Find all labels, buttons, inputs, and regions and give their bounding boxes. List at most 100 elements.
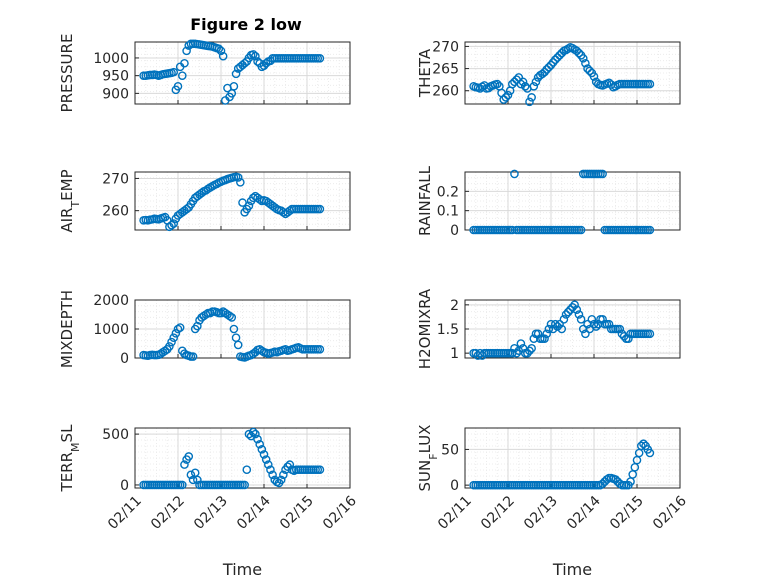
data-point [169, 67, 178, 77]
y-tick-label: 1000 [93, 51, 129, 67]
data-point [169, 219, 178, 228]
y-tick-label: 2000 [93, 293, 129, 309]
data-point [637, 441, 646, 451]
y-axis-label: H2OMIXRA [416, 288, 434, 369]
data-point [229, 81, 239, 91]
data-point [503, 90, 513, 100]
data-point [542, 65, 552, 74]
data-point [253, 434, 262, 444]
y-axis-label: PRESSURE [58, 34, 76, 113]
data-point [559, 315, 569, 324]
series-markers [139, 427, 325, 490]
data-point [182, 46, 191, 56]
data-point [568, 302, 577, 312]
data-point [561, 310, 571, 319]
data-point [574, 310, 584, 319]
x-tick-label: 02/16 [320, 493, 360, 533]
data-point [186, 470, 196, 480]
y-axis-label: AIRTEMP [58, 169, 82, 232]
data-point [501, 93, 511, 102]
data-point [231, 69, 241, 79]
y-axis-label-main: MIXDEPTH [58, 290, 76, 368]
data-point [594, 319, 603, 329]
subplot-airtemp: 260 270 AIRTEMP [58, 169, 351, 233]
y-axis-label: RAINFALL [416, 165, 434, 236]
data-point [645, 329, 655, 339]
y-tick-label: 0 [450, 223, 459, 239]
subplot-terrmsl: 0 500 02/11 02/12 02/13 02/14 02/15 02/16 Time TE… [58, 424, 360, 579]
data-point [583, 64, 592, 73]
data-point [218, 51, 228, 61]
data-point [182, 204, 191, 214]
data-point [585, 66, 595, 76]
y-axis-label-main: SUN [416, 460, 434, 492]
data-point [233, 340, 243, 350]
data-point [578, 54, 588, 63]
x-tick-label: 02/11 [435, 493, 475, 533]
axes-box [134, 171, 351, 231]
y-axis-label: TERRMSL [58, 424, 82, 493]
data-point [510, 169, 519, 179]
x-tick-label: 02/12 [148, 493, 188, 533]
data-point [591, 322, 601, 331]
data-point [475, 348, 485, 358]
data-point [576, 315, 586, 324]
data-point [581, 329, 590, 339]
data-point [611, 475, 620, 484]
y-tick-label: 260 [102, 204, 129, 220]
data-point [236, 178, 245, 187]
data-point [604, 319, 614, 329]
data-point [315, 344, 325, 354]
data-point [248, 427, 258, 437]
y-tick-label: 1.5 [437, 322, 459, 338]
data-point [544, 62, 554, 72]
data-point [581, 58, 590, 68]
y-tick-label: 2 [450, 298, 459, 314]
x-axis-label: Time [222, 560, 262, 579]
data-point [279, 470, 288, 480]
data-point [242, 465, 252, 474]
data-point [645, 225, 655, 235]
data-point [244, 201, 254, 211]
data-point [553, 53, 562, 62]
axes-box [464, 171, 681, 231]
data-point [510, 344, 519, 353]
data-point [538, 69, 547, 79]
axes-box [134, 41, 351, 105]
data-point [492, 79, 502, 89]
x-tick-label: 02/15 [607, 493, 647, 533]
data-point [598, 479, 607, 489]
y-axis-label-rest: SL [58, 424, 76, 443]
data-point [587, 315, 597, 324]
data-point [216, 46, 226, 56]
data-point [617, 329, 627, 339]
data-point [261, 58, 271, 68]
data-point [214, 44, 224, 54]
x-tick-label: 02/14 [564, 493, 604, 533]
data-point [315, 53, 325, 63]
data-point [529, 81, 539, 91]
data-point [574, 48, 584, 58]
data-point [281, 344, 290, 354]
y-tick-label: 270 [102, 171, 129, 187]
data-point [624, 334, 633, 343]
x-axis-label: Time [552, 560, 592, 579]
data-point [160, 346, 170, 356]
data-point [270, 203, 280, 212]
y-axis-label-rest: EMP [58, 169, 76, 200]
x-tick-label: 02/15 [277, 493, 317, 533]
y-axis-label: SUNFLUX [416, 425, 440, 492]
data-point [583, 319, 592, 329]
data-point [285, 460, 295, 469]
data-point [557, 324, 567, 334]
data-point [527, 344, 536, 353]
data-point [551, 319, 560, 329]
data-point [484, 83, 493, 93]
data-point [261, 455, 271, 464]
data-point [253, 57, 262, 66]
data-point [598, 169, 607, 179]
x-tick-label: 02/13 [521, 493, 561, 533]
